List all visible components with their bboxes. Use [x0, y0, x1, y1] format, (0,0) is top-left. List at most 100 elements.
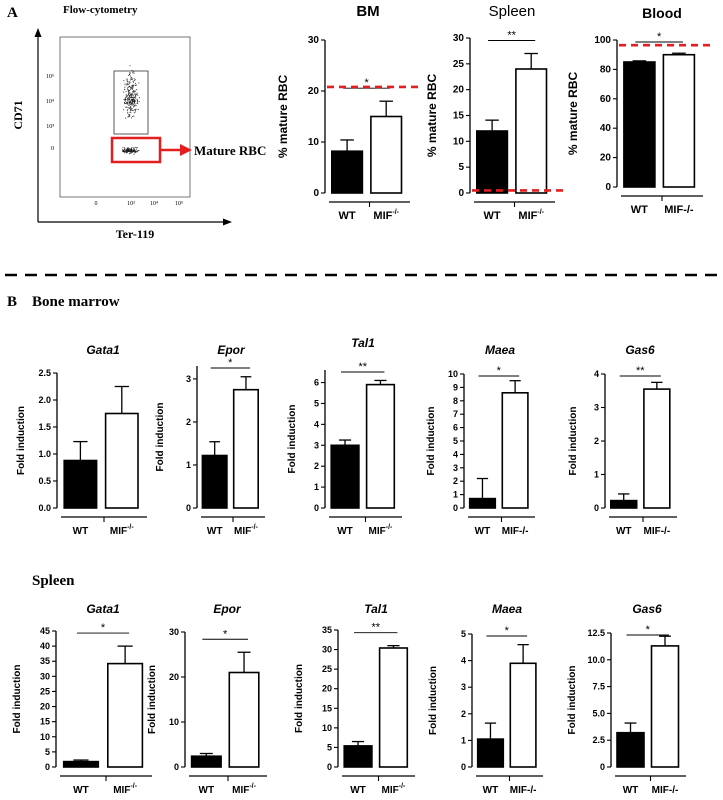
flow-event-dot — [134, 99, 136, 101]
flow-event-dot — [136, 89, 138, 91]
y-tick-label: 3 — [461, 682, 466, 692]
chart-title: Maea — [485, 343, 515, 357]
flow-event-dot — [126, 148, 128, 150]
flow-event-dot — [132, 100, 134, 102]
y-tick-label: 0 — [458, 188, 464, 199]
flow-event-dot — [129, 108, 132, 111]
bar-wt — [609, 499, 638, 509]
flow-ytick: 10⁴ — [46, 99, 54, 105]
y-tick-label: 10.0 — [587, 655, 605, 665]
y-tick-label: 5 — [314, 398, 319, 408]
flow-event-dot — [123, 149, 125, 151]
flow-event-dot — [133, 106, 135, 108]
chart-title: Epor — [213, 602, 242, 616]
y-tick-label: 5 — [458, 162, 464, 173]
category-label: WT — [199, 785, 215, 796]
flow-event-dot — [129, 103, 131, 105]
flow-xtick: 0 — [95, 201, 98, 207]
flow-y-label: CD71 — [11, 100, 25, 129]
chart-title: Blood — [642, 5, 682, 21]
flow-event-dot — [124, 88, 126, 91]
flow-event-dot — [134, 94, 137, 97]
bar-wt — [476, 738, 505, 768]
flow-event-dot — [126, 150, 128, 152]
y-tick-label: 8 — [453, 396, 458, 406]
flow-event-dot — [129, 116, 131, 118]
flow-event-dot — [133, 97, 135, 99]
flow-event-dot — [133, 109, 135, 111]
category-label: WT — [483, 785, 499, 796]
flow-event-dot — [133, 150, 135, 152]
flow-event-dot — [127, 95, 129, 97]
flow-event-dot — [134, 90, 136, 92]
category-label: WT — [616, 526, 632, 537]
flow-ytick: 0 — [51, 146, 54, 152]
bar-mif-ko — [662, 53, 696, 188]
flow-event-dot — [128, 74, 130, 76]
flow-event-dot — [127, 89, 129, 91]
flow-event-dot — [127, 103, 129, 105]
panel-b-letter: B — [7, 294, 17, 310]
flow-event-dot — [134, 111, 136, 113]
flow-event-dot — [128, 148, 130, 150]
bar-wt — [190, 755, 222, 768]
flow-event-dot — [128, 104, 130, 107]
flow-event-dot — [130, 103, 132, 105]
y-axis-label: Fold induction — [426, 407, 437, 476]
flow-event-dot — [130, 109, 132, 111]
flow-title: Flow-cytometry — [63, 4, 138, 16]
flow-event-dot — [130, 111, 132, 113]
flow-event-dot — [129, 100, 131, 102]
flow-event-dot — [126, 82, 128, 84]
flow-cytometry-plot: Flow-cytometry CD71 Ter-119 10⁵ 10⁴ 10³ … — [11, 4, 266, 241]
flow-event-dot — [135, 95, 137, 98]
bar-mif-ko — [365, 383, 396, 509]
flow-event-dot — [128, 107, 130, 109]
y-tick-label: 5 — [461, 629, 466, 639]
y-tick-label: 3 — [453, 463, 458, 473]
bar-mif-ko — [643, 388, 671, 509]
flow-event-dot — [129, 87, 132, 89]
y-tick-label: 15 — [453, 111, 465, 122]
bar-wt — [623, 61, 656, 188]
y-tick-label: 0.5 — [38, 476, 51, 486]
flow-event-dot — [134, 100, 136, 102]
flow-event-dot — [138, 150, 140, 152]
flow-event-dot — [129, 92, 131, 94]
bar-wt — [330, 150, 364, 194]
flow-event-dot — [132, 84, 135, 86]
flow-event-dot — [127, 83, 129, 85]
y-tick-label: 12.5 — [587, 628, 605, 638]
y-tick-label: 5.0 — [592, 708, 605, 718]
flow-event-dot — [123, 91, 125, 93]
flow-event-dot — [126, 87, 128, 89]
flow-event-dot — [128, 96, 130, 98]
flow-event-dot — [129, 81, 131, 83]
flow-event-dot — [132, 99, 135, 101]
flow-event-dot — [132, 109, 134, 111]
y-tick-label: 2.5 — [38, 368, 51, 378]
flow-event-dot — [137, 109, 139, 111]
flow-event-dot — [132, 87, 134, 89]
y-tick-label: 1 — [461, 735, 466, 745]
flow-event-dot — [135, 84, 137, 86]
y-tick-label: 1 — [314, 482, 319, 492]
flow-plot-frame — [59, 36, 191, 198]
flow-event-dot — [136, 151, 138, 153]
flow-xtick: 10⁴ — [150, 201, 158, 207]
y-tick-label: 0 — [174, 762, 179, 772]
category-label: WT — [337, 526, 353, 537]
y-tick-label: 2.5 — [592, 735, 605, 745]
flow-event-dot — [121, 149, 124, 151]
y-tick-label: 5 — [45, 747, 50, 757]
y-tick-label: 0 — [600, 762, 605, 772]
chart-sp-maea: Maea Fold induction 0 1 2 3 4 5 WT MIF-/- * — [428, 602, 543, 796]
flow-event-dot — [137, 94, 139, 96]
flow-event-dot — [124, 102, 126, 105]
flow-event-dot — [125, 91, 127, 93]
y-tick-label: 10 — [169, 717, 179, 727]
flow-event-dot — [124, 99, 126, 101]
chart-sp-tal1: Tal1 Fold induction 0 5 10 15 20 25 30 35 WT MIF-/-… — [294, 602, 415, 796]
category-label: WT — [631, 204, 648, 216]
flow-event-dot — [138, 97, 141, 99]
